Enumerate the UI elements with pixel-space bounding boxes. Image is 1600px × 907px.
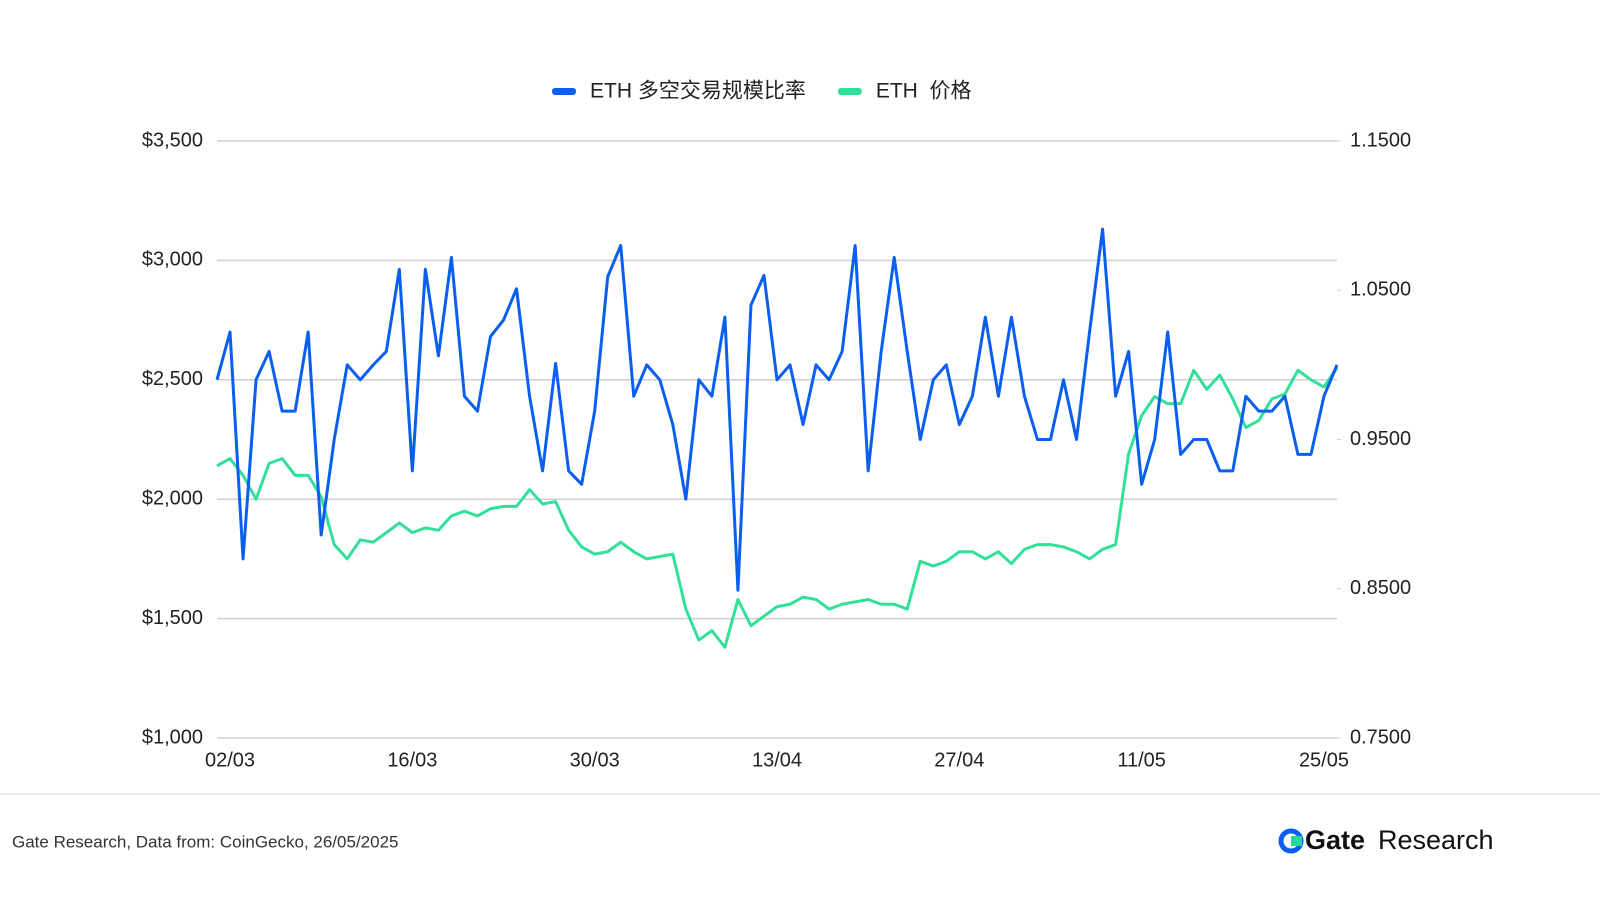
y-tick-label: $1,500 xyxy=(142,607,203,629)
y2-tick-label: 0.9500 xyxy=(1350,428,1411,450)
y-tick-label: $1,000 xyxy=(142,726,203,748)
y2-tick-label: 0.8500 xyxy=(1350,577,1411,599)
series-line xyxy=(216,367,1339,649)
brand-logo: Gate Research xyxy=(1278,825,1494,855)
legend-swatch xyxy=(552,88,576,95)
y2-tick-label: 1.1500 xyxy=(1350,129,1411,151)
legend-label: ETH 多空交易规模比率 xyxy=(590,80,806,103)
y-tick-label: $3,500 xyxy=(142,129,203,151)
y-tick-label: $2,000 xyxy=(142,487,203,509)
y2-tick-label: 1.0500 xyxy=(1350,279,1411,301)
x-tick-label: 27/04 xyxy=(934,749,984,771)
y-tick-label: $3,000 xyxy=(142,249,203,271)
x-tick-label: 16/03 xyxy=(387,749,437,771)
source-note: Gate Research, Data from: CoinGecko, 26/… xyxy=(12,832,398,851)
brand-name: Gate xyxy=(1305,825,1365,855)
brand-suffix: Research xyxy=(1378,825,1494,855)
series-line xyxy=(215,227,1339,592)
x-tick-label: 13/04 xyxy=(752,749,802,771)
legend-swatch xyxy=(837,88,862,95)
logo-square xyxy=(1291,836,1302,846)
legend: ETH 多空交易规模比率 ETH 价格 xyxy=(552,80,972,103)
y2-tick-label: 0.7500 xyxy=(1350,726,1411,748)
x-tick-label: 30/03 xyxy=(570,749,620,771)
y-tick-label: $2,500 xyxy=(142,368,203,390)
x-tick-label: 25/05 xyxy=(1299,749,1349,771)
x-tick-label: 02/03 xyxy=(205,749,255,771)
x-tick-label: 11/05 xyxy=(1117,749,1166,771)
legend-label: ETH 价格 xyxy=(876,80,972,103)
